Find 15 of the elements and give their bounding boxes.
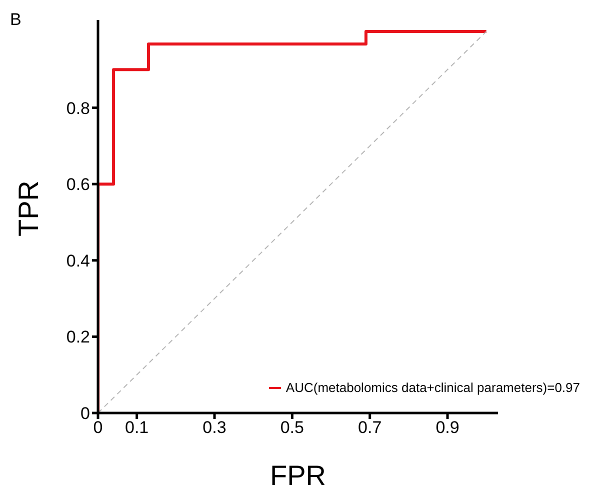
y-tick-label: 0.6 — [66, 175, 90, 194]
x-tick-label: 0.1 — [125, 418, 149, 438]
legend: AUC(metabolomics data+clinical parameters)=0.97 — [268, 380, 580, 395]
x-tick-label: 0.9 — [436, 418, 460, 438]
chart-title: B — [10, 10, 22, 30]
y-tick-label: 0.8 — [66, 98, 90, 118]
y-axis-title: TPR — [12, 180, 44, 236]
x-tick-label: 0 — [93, 418, 103, 438]
y-tick-label: 0.4 — [66, 251, 90, 270]
x-tick-label: 0.3 — [202, 418, 226, 438]
x-axis-title: FPR — [270, 460, 326, 491]
x-tick-label: 0.5 — [280, 418, 304, 438]
y-tick-label: 0 — [80, 404, 90, 424]
x-tick-label: 0.7 — [358, 418, 382, 438]
y-tick-label: 0.2 — [66, 328, 90, 347]
